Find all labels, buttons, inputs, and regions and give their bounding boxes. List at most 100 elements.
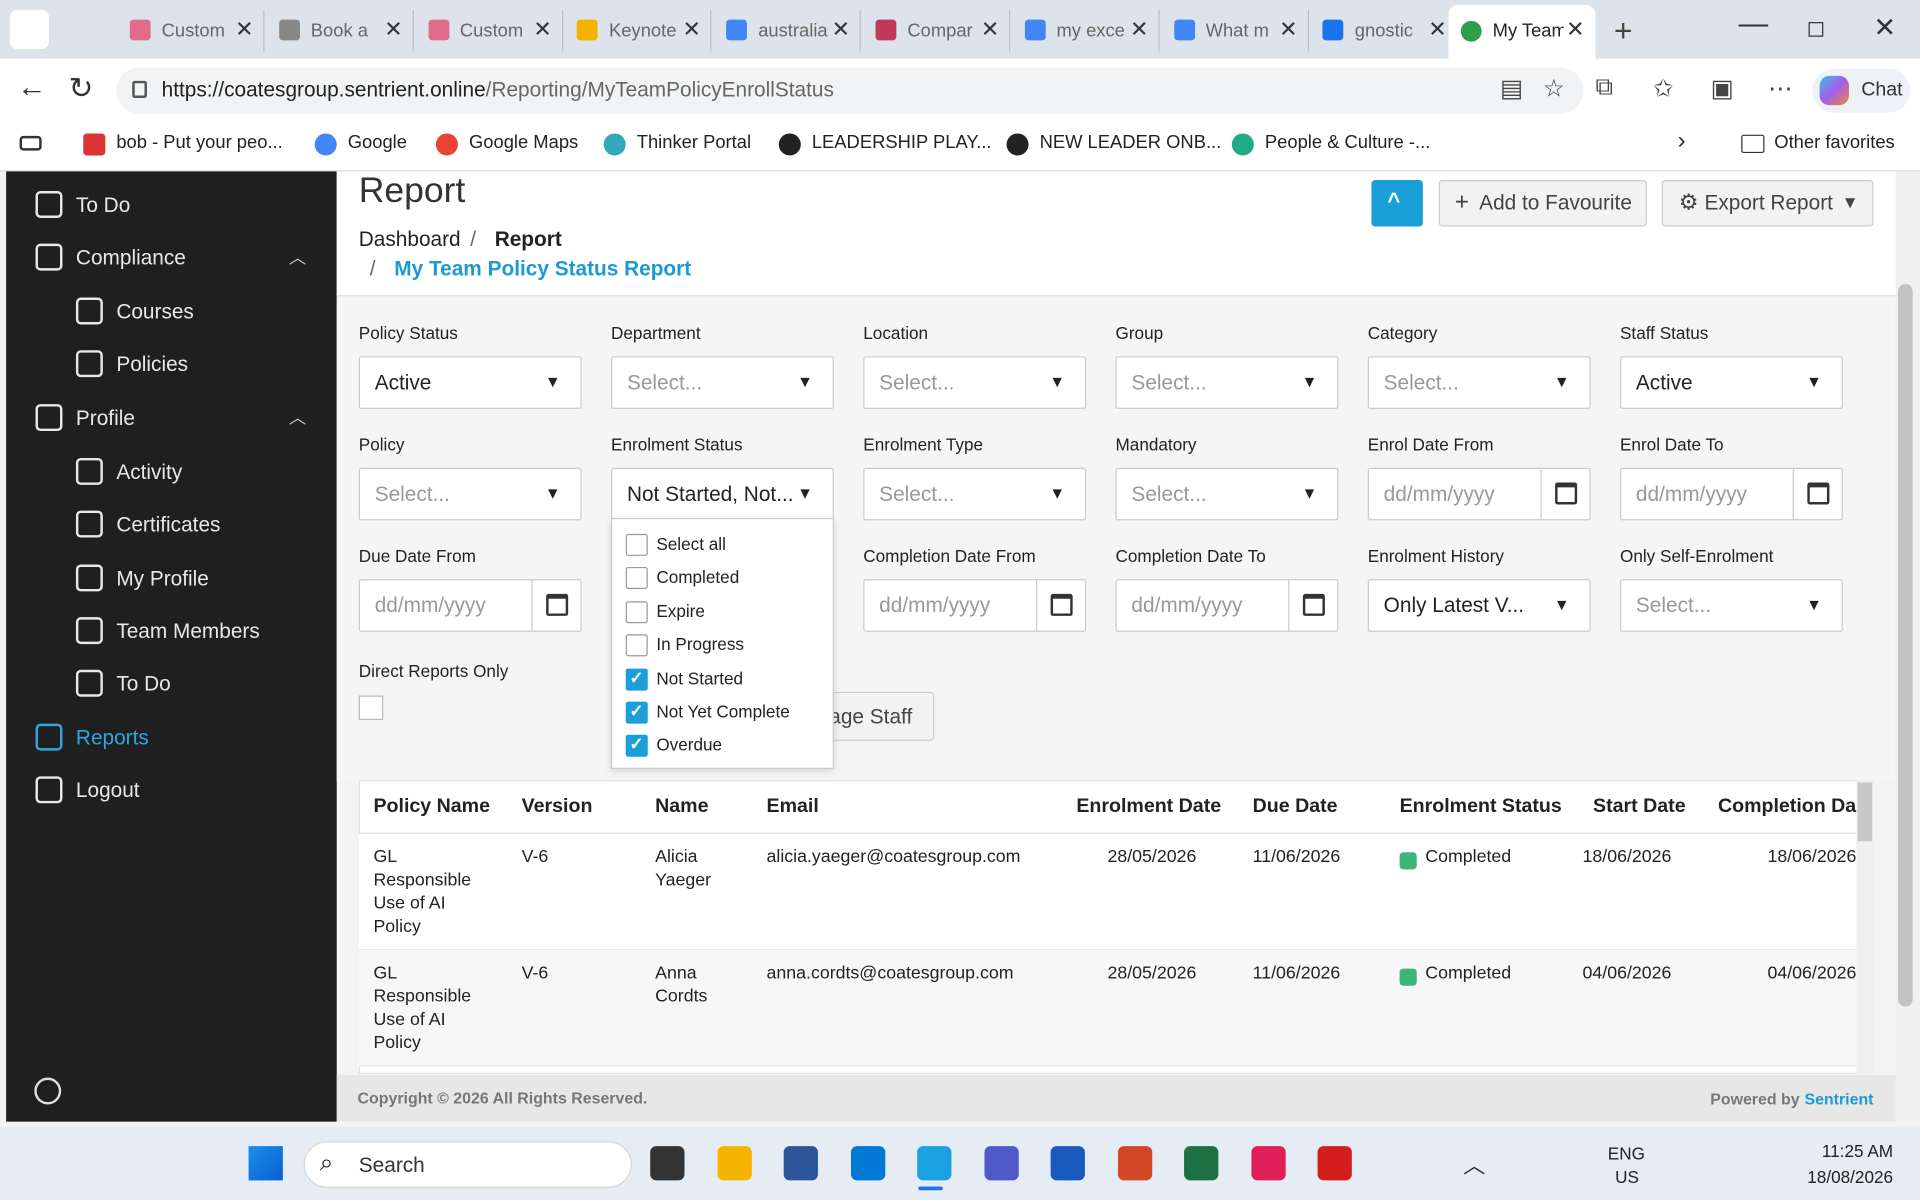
minimize[interactable]: — — [1738, 7, 1769, 41]
bookmark[interactable]: NEW LEADER ONB... — [1006, 130, 1227, 159]
option-label[interactable]: Select all — [656, 533, 726, 554]
brand-link[interactable]: Sentrient — [1804, 1089, 1874, 1109]
option-label[interactable]: Overdue — [656, 735, 723, 755]
select-input[interactable]: Only Latest V... ▼ — [1367, 579, 1591, 632]
option-checkbox[interactable] — [625, 533, 648, 556]
sidebar-item[interactable]: Reports — [75, 726, 149, 750]
collapse-button[interactable]: ^ — [1371, 180, 1423, 227]
taskbar-app[interactable] — [850, 1146, 885, 1181]
bookmark[interactable]: Thinker Portal — [603, 130, 824, 159]
select-input[interactable]: Active ▼ — [358, 356, 582, 409]
select-input[interactable]: Select... ▼ — [863, 356, 1087, 409]
tab[interactable]: Custom ✕ — [416, 9, 563, 52]
date-input[interactable]: dd/mm/yyyy — [1367, 467, 1591, 521]
sidebar-item[interactable]: Team Members — [116, 619, 260, 643]
tab[interactable]: gnostic ✕ — [1311, 9, 1458, 52]
sidebar-item[interactable]: My Profile — [116, 566, 209, 591]
bookmark[interactable]: bob - Put your peo... — [83, 130, 303, 159]
tab[interactable]: Custom ✕ — [118, 9, 265, 52]
taskbar-app[interactable] — [783, 1146, 818, 1181]
tab[interactable]: What m ✕ — [1162, 9, 1309, 52]
tab[interactable]: my exce ✕ — [1012, 9, 1160, 52]
bookmark[interactable]: LEADERSHIP PLAY... — [778, 130, 999, 159]
option-label[interactable]: Expire — [656, 600, 705, 621]
select-input[interactable]: Select... ▼ — [1115, 467, 1339, 521]
taskbar-app[interactable] — [716, 1146, 752, 1181]
option-checkbox[interactable] — [625, 634, 648, 657]
reader[interactable]: ▤ — [1500, 75, 1524, 103]
bookmark[interactable]: Google — [314, 130, 535, 159]
tab[interactable]: Compar ✕ — [863, 9, 1011, 52]
sidebar-item[interactable]: To Do — [75, 193, 131, 217]
select-input[interactable]: Select... ▼ — [1620, 579, 1843, 632]
sidebar-item[interactable]: Certificates — [116, 513, 221, 537]
select-input[interactable]: Active ▼ — [1620, 356, 1843, 409]
sidebar-item[interactable]: To Do — [116, 672, 171, 696]
sidebar-item[interactable]: Logout — [75, 778, 140, 803]
select-input[interactable]: Select... ▼ — [863, 467, 1087, 521]
tab[interactable]: Book a ✕ — [267, 9, 414, 52]
select-input[interactable]: Select... ▼ — [1367, 356, 1591, 409]
select-caret: ▼ — [1553, 595, 1570, 614]
other-favorites[interactable]: Other favorites — [1741, 130, 1912, 159]
bookmark[interactable]: Google Maps — [435, 130, 656, 159]
collections[interactable]: ▣ — [1710, 75, 1734, 103]
option-checkbox[interactable]: ✓ — [625, 667, 648, 691]
sidebar-item[interactable]: Activity — [116, 460, 183, 484]
date-input[interactable]: dd/mm/yyyy — [863, 579, 1087, 632]
sidebar-item[interactable]: Compliance — [75, 246, 186, 270]
date-input[interactable]: dd/mm/yyyy — [1620, 467, 1843, 521]
option-label[interactable]: Not Yet Complete — [656, 701, 790, 722]
breadcrumb-link[interactable]: Dashboard — [358, 227, 461, 252]
extensions[interactable]: ⧉ — [1595, 73, 1613, 101]
bookmarks-more[interactable]: › — [1677, 127, 1686, 155]
select-input[interactable]: Not Started, Not... ▼ — [611, 467, 834, 521]
tab[interactable]: australia ✕ — [714, 9, 862, 52]
start-button[interactable] — [248, 1146, 283, 1181]
taskbar-app[interactable] — [1117, 1146, 1152, 1181]
active-tab[interactable]: My Team ✕ — [1448, 4, 1596, 59]
taskbar-app[interactable] — [1050, 1146, 1085, 1181]
maximize[interactable] — [1808, 22, 1824, 37]
taskbar-app[interactable] — [1184, 1146, 1219, 1181]
option-checkbox[interactable]: ✓ — [625, 734, 648, 758]
filter-value: Select... — [879, 371, 955, 395]
select-input[interactable]: Select... ▼ — [611, 356, 834, 409]
more[interactable]: ⋯ — [1768, 75, 1793, 103]
export-button[interactable]: ⚙ Export Report ▼ — [1661, 180, 1874, 227]
bookmark-icon — [1006, 133, 1029, 156]
new-tab[interactable]: + — [1613, 12, 1633, 49]
option-checkbox[interactable] — [625, 567, 648, 590]
favorite-star[interactable]: ☆ — [1542, 75, 1565, 103]
favourite-button[interactable]: + Add to Favourite — [1438, 180, 1647, 227]
taskbar-app[interactable] — [917, 1146, 952, 1181]
option-label[interactable]: In Progress — [656, 634, 744, 655]
taskbar-app[interactable] — [1317, 1146, 1352, 1181]
direct-reports-checkbox[interactable] — [358, 695, 384, 721]
back[interactable]: ← — [17, 71, 47, 105]
select-input[interactable]: Select... ▼ — [1115, 356, 1339, 409]
option-label[interactable]: Completed — [656, 567, 740, 588]
date-input[interactable]: dd/mm/yyyy — [1115, 579, 1339, 632]
select-input[interactable]: Select... ▼ — [358, 467, 582, 521]
date-input[interactable]: dd/mm/yyyy — [358, 579, 582, 632]
taskbar-search[interactable]: ⌕ Search — [303, 1141, 632, 1188]
bookmark[interactable]: People & Culture -... — [1231, 130, 1452, 159]
option-checkbox[interactable]: ✓ — [625, 700, 648, 724]
tab-list-button[interactable] — [9, 9, 49, 49]
option-checkbox[interactable] — [625, 600, 648, 624]
taskbar-app[interactable] — [1250, 1146, 1286, 1181]
favorites[interactable]: ✩ — [1653, 75, 1674, 103]
sidebar-item[interactable]: Policies — [116, 352, 189, 376]
close-window[interactable]: ✕ — [1873, 12, 1897, 43]
taskbar-app[interactable] — [983, 1146, 1019, 1181]
tab[interactable]: Keynote ✕ — [565, 9, 712, 52]
address-bar[interactable]: https://coatesgroup.sentrient.online/Rep… — [116, 67, 1584, 114]
refresh[interactable]: ↻ — [68, 72, 94, 106]
option-label[interactable]: Not Started — [656, 668, 744, 688]
taskbar-app[interactable] — [650, 1146, 685, 1181]
chat-button[interactable]: Chat — [1812, 68, 1911, 113]
sidebar-item[interactable]: Courses — [116, 300, 194, 324]
collapse-icon: ^ — [1387, 188, 1401, 214]
sidebar-item[interactable]: Profile — [75, 406, 135, 430]
